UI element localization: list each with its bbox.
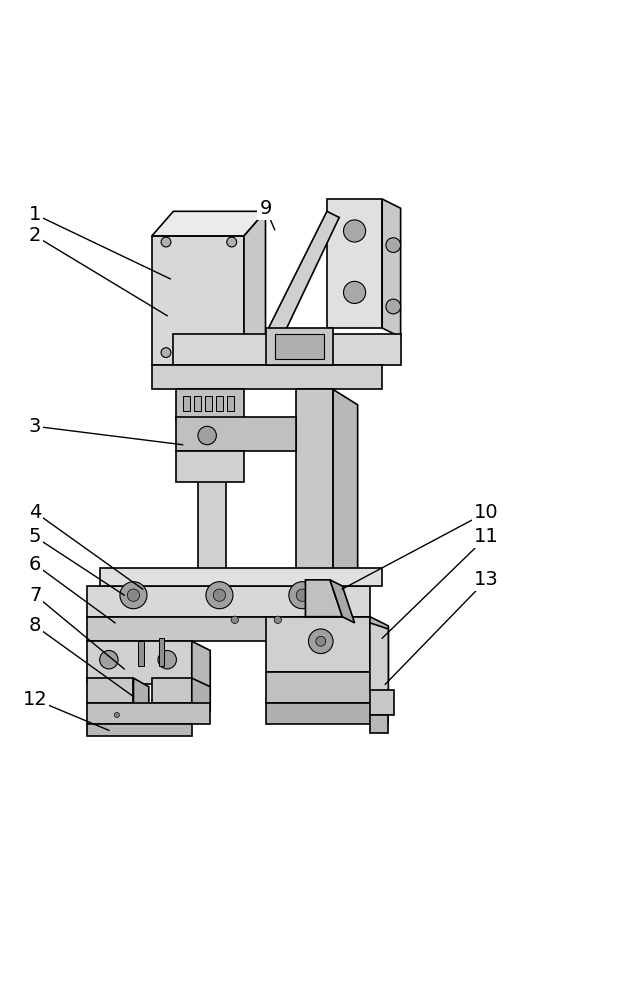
Polygon shape [265,211,339,340]
Text: 7: 7 [29,586,41,605]
Circle shape [386,238,400,252]
Polygon shape [192,641,210,693]
Polygon shape [333,389,358,589]
Circle shape [227,237,237,247]
Circle shape [289,582,316,609]
Circle shape [161,348,171,358]
Circle shape [231,616,239,623]
Polygon shape [305,580,342,617]
Circle shape [114,713,119,717]
Circle shape [127,589,139,601]
Text: 11: 11 [474,527,499,546]
Polygon shape [370,715,388,733]
Circle shape [296,589,308,601]
Circle shape [198,426,217,445]
Bar [183,396,190,411]
Polygon shape [88,678,133,703]
Circle shape [158,650,176,669]
Polygon shape [88,586,370,617]
Polygon shape [370,623,388,697]
Polygon shape [152,236,244,365]
Bar [227,396,234,411]
Polygon shape [176,389,244,420]
Text: 5: 5 [29,527,41,546]
Polygon shape [152,365,382,389]
Polygon shape [152,211,265,236]
Bar [216,396,223,411]
Polygon shape [327,199,382,328]
Circle shape [344,281,366,303]
Bar [194,396,201,411]
Polygon shape [173,334,400,365]
Polygon shape [88,703,210,724]
Polygon shape [265,703,388,724]
Polygon shape [88,724,192,736]
Text: 4: 4 [29,503,41,522]
Polygon shape [176,417,296,451]
Polygon shape [198,420,226,574]
Polygon shape [88,641,192,684]
Text: 8: 8 [29,616,41,635]
Polygon shape [152,678,192,703]
Polygon shape [330,580,355,623]
Circle shape [274,616,281,623]
Circle shape [100,650,118,669]
Circle shape [213,589,226,601]
Polygon shape [159,638,164,666]
Polygon shape [370,617,388,681]
Circle shape [120,582,147,609]
Polygon shape [382,199,400,337]
Polygon shape [133,678,149,712]
Polygon shape [176,451,244,482]
Circle shape [386,299,400,314]
Polygon shape [192,678,210,712]
Circle shape [308,629,333,654]
Polygon shape [370,690,394,715]
Text: 10: 10 [474,503,499,522]
Polygon shape [244,211,265,365]
Polygon shape [138,641,144,666]
Polygon shape [88,617,370,641]
Text: 12: 12 [23,690,48,709]
Circle shape [316,636,326,646]
Circle shape [161,237,171,247]
Circle shape [344,220,366,242]
Text: 3: 3 [29,417,41,436]
Text: 1: 1 [29,205,41,224]
Polygon shape [275,334,324,359]
Text: 9: 9 [259,199,271,218]
Polygon shape [100,568,382,586]
Polygon shape [265,672,388,703]
Circle shape [206,582,233,609]
Text: 2: 2 [29,226,41,245]
Circle shape [227,348,237,358]
Polygon shape [265,328,333,365]
Text: 6: 6 [29,555,41,574]
Text: 13: 13 [474,570,499,589]
Polygon shape [265,617,370,672]
Polygon shape [296,389,333,574]
Bar [205,396,212,411]
